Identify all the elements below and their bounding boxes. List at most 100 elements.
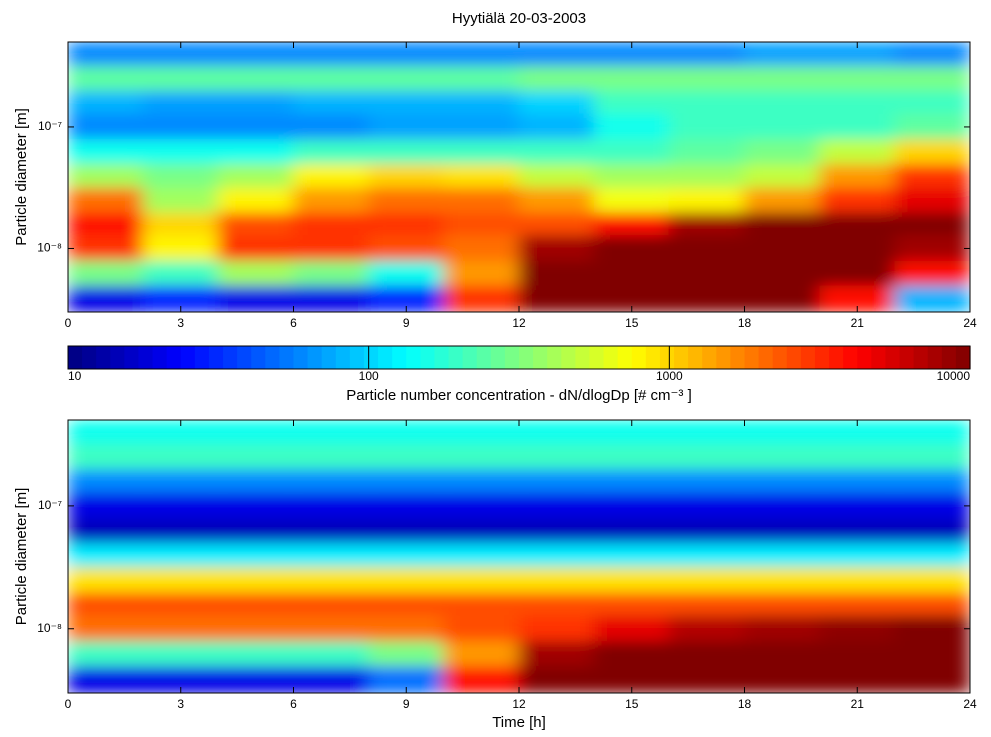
heatmap-cell	[744, 284, 821, 312]
heatmap-cell	[593, 112, 670, 140]
y-tick-label: 10⁻⁷	[38, 119, 62, 133]
heatmap-cell	[443, 138, 520, 165]
heatmap-cell	[744, 566, 821, 593]
x-axis-label: Time [h]	[492, 714, 546, 731]
colorbar-step	[589, 346, 605, 369]
heatmap-cell	[894, 640, 970, 667]
heatmap-cell	[819, 65, 896, 91]
heatmap-cell	[668, 665, 745, 693]
heatmap-cell	[217, 665, 294, 693]
colorbar-step	[786, 346, 802, 369]
heatmap-cell	[68, 42, 144, 67]
heatmap-cell	[668, 186, 745, 213]
heatmap-cell	[68, 468, 144, 493]
heatmap	[68, 42, 970, 312]
colorbar-step	[758, 346, 774, 369]
heatmap-cell	[443, 259, 520, 286]
heatmap-cell	[443, 566, 520, 593]
heatmap-cell	[744, 186, 821, 213]
heatmap-cell	[593, 566, 670, 593]
heatmap-cell	[142, 186, 219, 213]
heatmap-cells	[68, 42, 970, 312]
heatmap-cell	[744, 234, 821, 261]
heatmap-cell	[518, 542, 595, 568]
heatmap-cell	[518, 112, 595, 140]
heatmap-cell	[217, 517, 294, 544]
heatmap-cell	[894, 211, 970, 236]
colorbar-step	[716, 346, 732, 369]
heatmap-cell	[293, 468, 370, 493]
heatmap-cell	[894, 542, 970, 568]
heatmap-cell	[518, 665, 595, 693]
heatmap-cell	[744, 65, 821, 91]
heatmap-cell	[668, 211, 745, 236]
heatmap-cell	[368, 138, 445, 165]
x-tick-label: 24	[963, 697, 977, 711]
heatmap-cell	[142, 614, 219, 642]
heatmap-cell	[217, 259, 294, 286]
heatmap-cell	[68, 284, 144, 312]
heatmap-cell	[819, 640, 896, 667]
colorbar-step	[406, 346, 421, 369]
colorbar-step	[913, 346, 929, 369]
heatmap-cell	[368, 591, 445, 616]
x-tick-label: 12	[512, 316, 526, 330]
heatmap-cell	[518, 443, 595, 470]
heatmap-cell	[142, 234, 219, 261]
heatmap-cell	[217, 640, 294, 667]
heatmap-cell	[142, 517, 219, 544]
colorbar-step	[575, 346, 591, 369]
colorbar-step	[744, 346, 760, 369]
heatmap-cell	[668, 65, 745, 91]
heatmap-cell	[668, 491, 745, 519]
heatmap-cell	[217, 614, 294, 642]
heatmap-cell	[668, 591, 745, 616]
colorbar-step	[349, 346, 365, 369]
heatmap-cell	[293, 443, 370, 470]
heatmap-cell	[293, 112, 370, 140]
heatmap-cell	[142, 443, 219, 470]
heatmap-cell	[142, 542, 219, 568]
colorbar-step	[631, 346, 647, 369]
colorbar-step	[561, 346, 576, 369]
heatmap-cell	[68, 259, 144, 286]
heatmap-cell	[593, 65, 670, 91]
y-tick-label: 10⁻⁸	[37, 241, 62, 255]
heatmap-cell	[368, 65, 445, 91]
heatmap-cell	[217, 491, 294, 519]
heatmap-cell	[217, 163, 294, 188]
heatmap-cell	[744, 259, 821, 286]
x-tick-label: 21	[851, 697, 865, 711]
heatmap-cell	[368, 566, 445, 593]
colorbar-step	[603, 346, 619, 369]
heatmap-cell	[368, 112, 445, 140]
heatmap-cell	[142, 640, 219, 667]
heatmap-cell	[894, 234, 970, 261]
x-tick-label: 15	[625, 697, 639, 711]
heatmap-cell	[744, 665, 821, 693]
colorbar-step	[899, 346, 915, 369]
heatmap-cell	[819, 491, 896, 519]
heatmap-cell	[443, 542, 520, 568]
colorbar-step	[223, 346, 238, 369]
heatmap-cell	[819, 234, 896, 261]
heatmap-cell	[368, 89, 445, 114]
heatmap-cell	[142, 491, 219, 519]
colorbar-step	[124, 346, 140, 369]
heatmap-cell	[894, 566, 970, 593]
heatmap-cell	[668, 163, 745, 188]
heatmap-cell	[744, 640, 821, 667]
heatmap-cell	[142, 566, 219, 593]
colorbar-step	[490, 346, 506, 369]
colorbar-tick-label: 10000	[937, 369, 971, 383]
heatmap-cell	[668, 284, 745, 312]
colorbar-step	[307, 346, 323, 369]
heatmap-cell	[894, 259, 970, 286]
heatmap-cell	[142, 468, 219, 493]
heatmap-cell	[217, 591, 294, 616]
colorbar-step	[378, 346, 393, 369]
colorbar-step	[82, 346, 97, 369]
colorbar-step	[110, 346, 125, 369]
heatmap-cell	[68, 420, 144, 445]
